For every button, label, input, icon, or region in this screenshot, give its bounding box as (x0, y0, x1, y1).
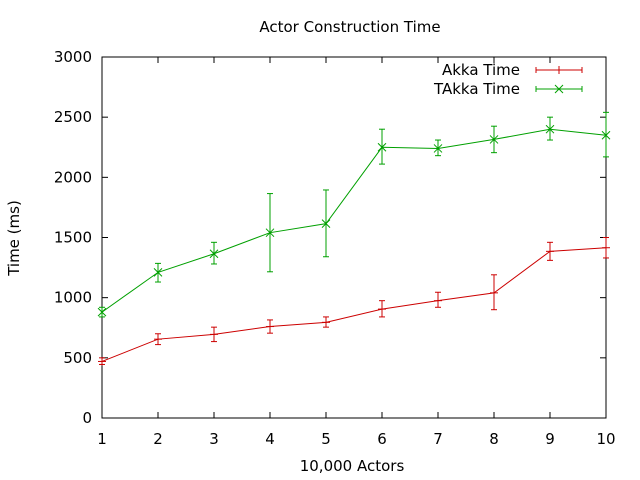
legend-label-takka-time: TAkka Time (433, 80, 520, 98)
y-axis-label: Time (ms) (5, 200, 23, 277)
x-axis-label: 10,000 Actors (300, 457, 405, 475)
series-takka-time (97, 111, 611, 318)
series-line-akka-time (101, 247, 607, 362)
x-tick-label: 10 (596, 430, 615, 448)
x-axis: 1 2 3 4 5 6 7 8 9 10 (97, 57, 616, 448)
chart-title: Actor Construction Time (259, 18, 440, 36)
data-point-takka-time-b (209, 249, 219, 259)
x-tick-label: 1 (97, 430, 107, 448)
series-akka-time (98, 237, 610, 366)
data-point-takka-time-b (545, 124, 555, 134)
y-tick-label: 2000 (54, 168, 92, 186)
x-tick-label: 2 (153, 430, 163, 448)
y-tick-label: 1500 (54, 229, 92, 247)
x-tick-label: 3 (209, 430, 219, 448)
data-point-takka-time-b (321, 219, 331, 229)
legend-label-akka-time: Akka Time (442, 61, 520, 79)
x-tick-label: 4 (265, 430, 275, 448)
x-tick-label: 8 (489, 430, 499, 448)
data-point-takka-time-b (265, 228, 275, 238)
data-point-takka-time-b (433, 144, 443, 153)
y-axis: 0 500 1000 1500 2000 2500 3000 (54, 48, 606, 427)
data-point-takka-time-b (489, 135, 499, 144)
x-tick-label: 7 (433, 430, 443, 448)
data-point-takka-time-b (601, 130, 611, 140)
series-line-takka-time (101, 128, 607, 313)
legend-marker-takka-time-b (554, 84, 564, 94)
y-tick-label: 500 (63, 349, 92, 367)
y-tick-label: 3000 (54, 48, 92, 66)
y-tick-label: 0 (82, 409, 92, 427)
y-tick-label: 2500 (54, 108, 92, 126)
data-point-takka-time-b (97, 307, 107, 317)
series-layer (97, 111, 611, 366)
x-tick-label: 9 (545, 430, 555, 448)
x-tick-label: 6 (377, 430, 387, 448)
data-point-takka-time-b (377, 142, 387, 152)
x-tick-label: 5 (321, 430, 331, 448)
y-tick-label: 1000 (54, 289, 92, 307)
data-point-takka-time-b (153, 268, 163, 277)
